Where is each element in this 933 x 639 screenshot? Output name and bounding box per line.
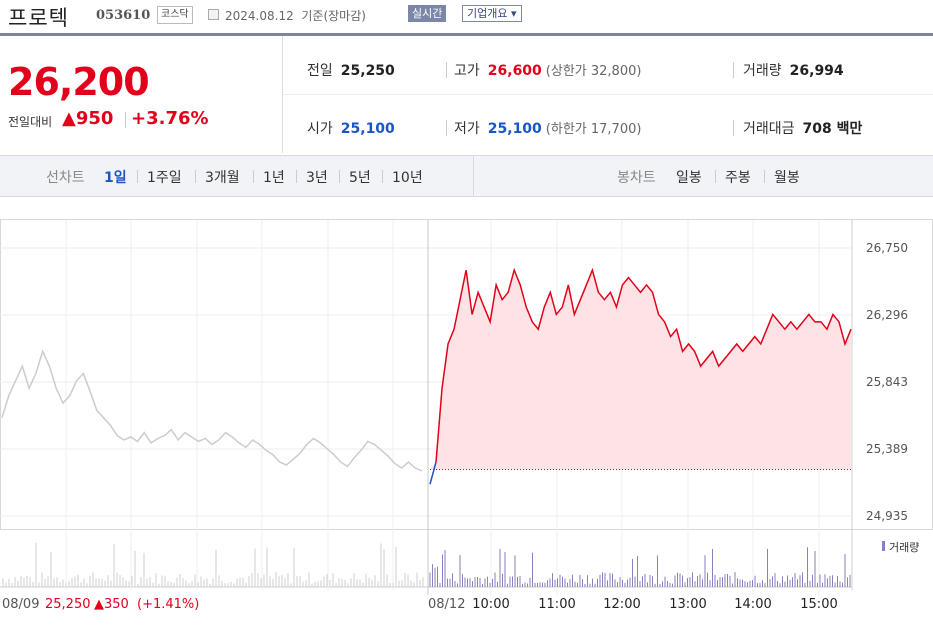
x-tick-label: 15:00 xyxy=(800,597,837,612)
today-price-line-down xyxy=(429,461,437,485)
stock-name: 프로텍 xyxy=(8,6,69,30)
market-badge: 코스닥 xyxy=(157,6,193,24)
x-label-prev-date: 08/09 xyxy=(2,597,39,612)
stat-open: 시가 25,100 xyxy=(307,121,395,137)
divider xyxy=(195,170,196,183)
stat-volume: 거래량 26,994 xyxy=(743,63,844,79)
line-chart-title: 선차트 xyxy=(46,170,85,186)
divider xyxy=(253,170,254,183)
calendar-icon xyxy=(208,9,219,20)
stock-code: 053610 xyxy=(96,8,151,23)
y-tick-label: 25,843 xyxy=(866,375,908,389)
volume-legend-swatch xyxy=(882,541,885,551)
divider xyxy=(733,120,734,136)
tab-3month[interactable]: 3개월 xyxy=(205,170,240,186)
stat-trade-amount: 거래대금 708 백만 xyxy=(743,121,863,137)
y-tick-label: 24,935 xyxy=(866,509,908,523)
today-price-line xyxy=(435,267,852,463)
prev-close-label: 25,250 xyxy=(45,597,91,612)
chart-tab-bar: 선차트 1일 1주일 3개월 1년 3년 5년 10년 봉차트 일봉 주봉 월봉 xyxy=(0,155,933,197)
volume-legend-label: 거래량 xyxy=(889,541,919,554)
divider xyxy=(733,62,734,78)
divider xyxy=(715,170,716,183)
divider xyxy=(125,112,126,128)
tab-1day[interactable]: 1일 xyxy=(104,170,127,186)
y-tick-label: 26,750 xyxy=(866,241,908,255)
stat-low: 저가 25,100 (하한가 17,700) xyxy=(454,121,642,137)
change-label: 전일대비 xyxy=(8,115,53,129)
today-price-area xyxy=(430,270,851,470)
tab-3year[interactable]: 3년 xyxy=(306,170,328,186)
tab-monthly-candle[interactable]: 월봉 xyxy=(774,170,800,186)
price-change: ▲950 xyxy=(62,108,114,129)
divider xyxy=(382,170,383,183)
price-stats: 전일 25,250 고가 26,600 (상한가 32,800) 거래량 26,994 … xyxy=(283,36,933,153)
prev-rate-label: (+1.41%) xyxy=(137,597,199,612)
divider xyxy=(446,120,447,136)
change-rate: +3.76% xyxy=(131,108,209,129)
x-tick-label: 13:00 xyxy=(669,597,706,612)
candle-chart-title: 봉차트 xyxy=(617,170,656,186)
divider xyxy=(283,94,933,95)
stat-high: 고가 26,600 (상한가 32,800) xyxy=(454,63,642,79)
x-tick-label: 10:00 xyxy=(472,597,509,612)
current-price: 26,200 xyxy=(8,60,150,104)
tab-10year[interactable]: 10년 xyxy=(392,170,423,186)
company-overview-button[interactable]: 기업개요 ▾ xyxy=(462,5,522,22)
prev-change-label: ▲350 xyxy=(94,597,129,612)
base-date: 2024.08.12 기준(장마감) xyxy=(225,9,366,23)
tab-weekly-candle[interactable]: 주봉 xyxy=(725,170,751,186)
prev-day-price-line xyxy=(1,349,423,472)
y-tick-label: 26,296 xyxy=(866,308,908,322)
tab-daily-candle[interactable]: 일봉 xyxy=(676,170,702,186)
tab-1week[interactable]: 1주일 xyxy=(147,170,182,186)
stock-header: 프로텍 053610 코스닥 2024.08.12 기준(장마감) 실시간 기업… xyxy=(0,0,933,36)
tab-1year[interactable]: 1년 xyxy=(263,170,285,186)
divider xyxy=(339,170,340,183)
divider xyxy=(473,156,474,196)
x-tick-label: 11:00 xyxy=(538,597,575,612)
x-tick-label: 12:00 xyxy=(603,597,640,612)
divider xyxy=(296,170,297,183)
current-price-panel: 26,200 전일대비 ▲950 +3.76% xyxy=(0,36,283,153)
divider xyxy=(446,62,447,78)
realtime-button[interactable]: 실시간 xyxy=(408,5,447,22)
tab-5year[interactable]: 5년 xyxy=(349,170,371,186)
y-tick-label: 25,389 xyxy=(866,442,908,456)
stat-prev-close: 전일 25,250 xyxy=(307,63,395,79)
x-tick-label: 14:00 xyxy=(734,597,771,612)
divider xyxy=(764,170,765,183)
divider xyxy=(137,170,138,183)
x-label-today-date: 08/12 xyxy=(428,597,465,612)
